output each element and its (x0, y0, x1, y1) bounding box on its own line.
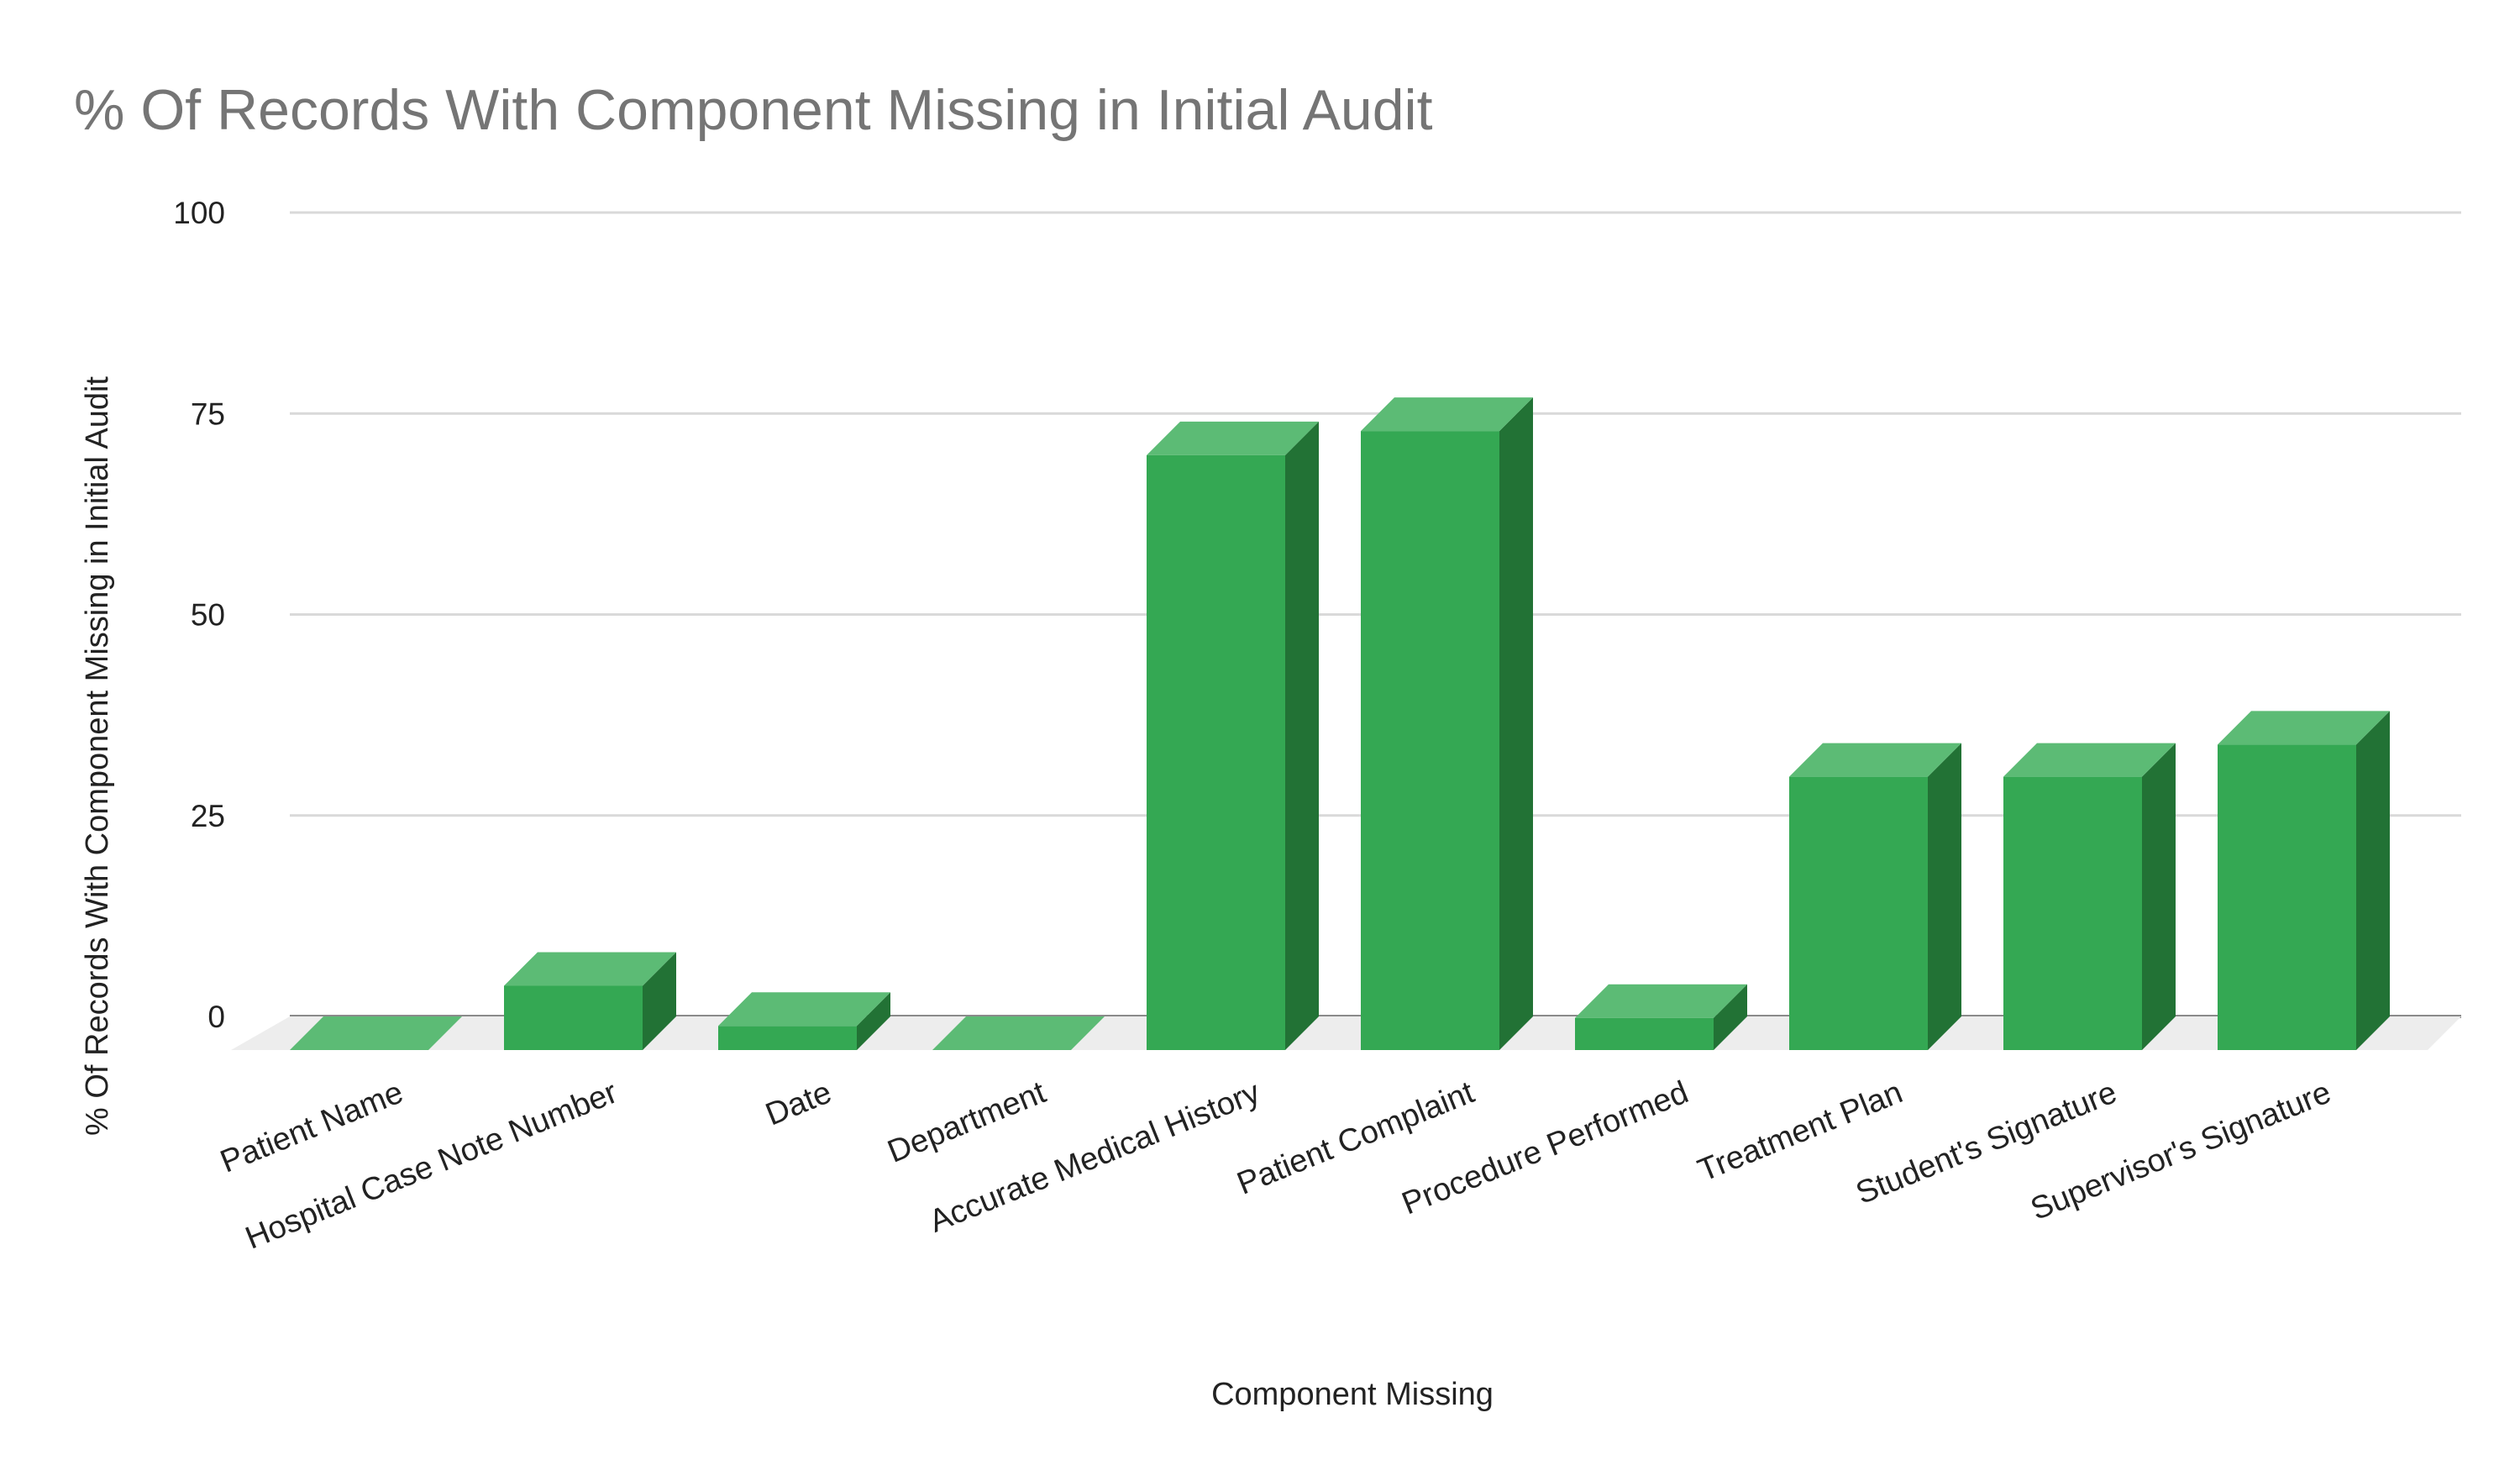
bar (1575, 984, 1747, 1050)
bar-top-face (1147, 421, 1319, 455)
y-tick-label: 50 (191, 598, 225, 633)
bar-top-face (932, 1016, 1105, 1050)
bar-front-face (1361, 431, 1499, 1050)
bar (2003, 743, 2176, 1050)
bar-front-face (718, 1026, 857, 1050)
bar (1361, 397, 1533, 1050)
bar-top-face (290, 1016, 462, 1050)
x-tick-label: Patient Name (216, 1074, 408, 1179)
x-tick-label: Department (883, 1074, 1051, 1169)
bar (290, 1016, 462, 1050)
bar-side-face (1714, 984, 1747, 1050)
bar-side-face (2142, 743, 2176, 1050)
y-tick-label: 0 (207, 1000, 225, 1034)
bar (718, 992, 890, 1050)
x-axis-title: Component Missing (1211, 1377, 1494, 1412)
chart-title: % Of Records With Component Missing in I… (74, 78, 1433, 142)
bar-front-face (504, 985, 643, 1050)
bar-side-face (857, 992, 890, 1050)
bar-top-face (2218, 711, 2390, 745)
bar-front-face (1789, 776, 1928, 1050)
bar-top-face (1361, 397, 1533, 432)
y-tick-label: 100 (173, 196, 225, 230)
bar-side-face (643, 952, 676, 1050)
bar-top-face (1789, 743, 1961, 777)
x-tick-label: Hospital Case Note Number (240, 1074, 622, 1256)
bar-front-face (1147, 454, 1285, 1050)
x-tick-label: Date (761, 1074, 837, 1132)
y-tick-label: 75 (191, 397, 225, 431)
bar-side-face (1285, 421, 1319, 1050)
bar-side-face (1499, 397, 1533, 1050)
bar (2218, 711, 2390, 1050)
bar-top-face (504, 952, 676, 986)
bar (1789, 743, 1961, 1050)
bar-top-face (1575, 984, 1747, 1018)
bars (290, 397, 2390, 1050)
bar (932, 1016, 1105, 1050)
y-tick-label: 25 (191, 799, 225, 833)
y-axis-title: % Of Records With Component Missing in I… (80, 376, 115, 1136)
bar-side-face (1928, 743, 1961, 1050)
bar (504, 952, 676, 1050)
bar-front-face (2003, 776, 2142, 1050)
y-axis-ticks: 0 25 50 75 100 (173, 196, 225, 1034)
bar (1147, 421, 1319, 1050)
bar-front-face (2218, 744, 2356, 1050)
bar-top-face (718, 992, 890, 1027)
bar-top-face (2003, 743, 2176, 777)
bar-front-face (1575, 1017, 1714, 1050)
bar-side-face (2356, 711, 2390, 1050)
